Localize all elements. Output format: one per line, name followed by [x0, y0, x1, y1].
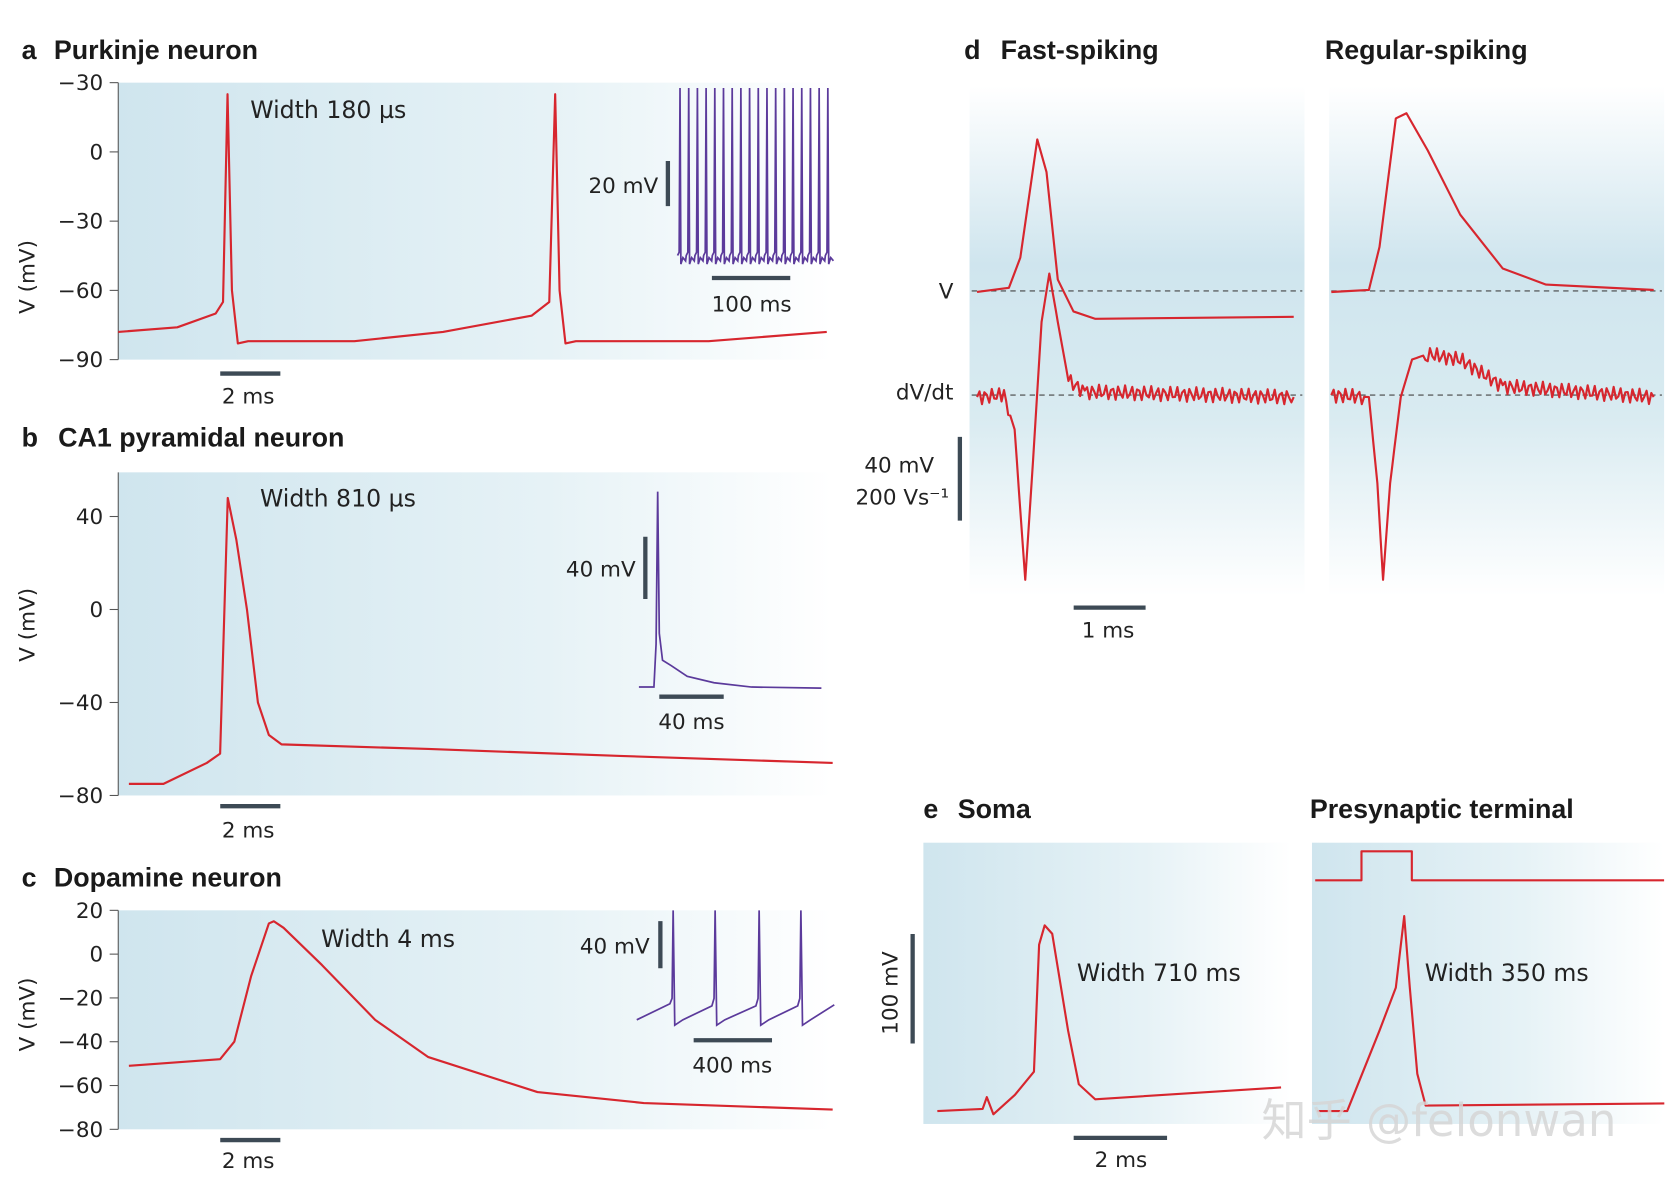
inset-c-scalebar-y-label: 40 mV: [580, 934, 650, 959]
panel-letter-a: a: [22, 35, 38, 65]
scalebar-label-b: 2 ms: [222, 818, 275, 843]
inset-a-scalebar-x-label: 100 ms: [712, 292, 792, 317]
y-tick-label: 0: [90, 140, 104, 165]
dvdt-trace-regular: [1330, 347, 1655, 581]
y-tick-label: −90: [58, 348, 103, 373]
plot-area-c: [118, 910, 833, 1130]
row-label-dvdt: dV/dt: [896, 380, 954, 405]
panel-c-title: Dopamine neuron: [54, 863, 282, 893]
panel-b-title: CA1 pyramidal neuron: [58, 423, 344, 453]
annotation-width-soma: Width 710 ms: [1077, 959, 1241, 987]
y-label-b: V (mV): [16, 588, 41, 662]
y-tick-label: −80: [58, 1118, 103, 1143]
panel-letter-d: d: [964, 35, 980, 65]
inset-c-scalebar-x-label: 400 ms: [692, 1053, 772, 1078]
row-label-v: V: [939, 279, 954, 304]
panel-d-title-regular: Regular-spiking: [1325, 35, 1528, 65]
panel-c: c Dopamine neuron V (mV) 20 0 −20 −40 −60 −80…: [16, 863, 835, 1174]
panel-e-title-soma: Soma: [958, 794, 1032, 824]
plot-area-regular: [1329, 85, 1665, 596]
soma-trace: [937, 924, 1282, 1116]
y-tick-label: −40: [58, 1030, 103, 1055]
panel-d-title-fast: Fast-spiking: [1001, 35, 1159, 65]
panel-a-title: Purkinje neuron: [54, 35, 258, 65]
panel-d: d Fast-spiking Regular-spiking V dV/dt 4…: [856, 35, 1665, 644]
panel-e-title-presynaptic: Presynaptic terminal: [1310, 794, 1574, 824]
y-tick-label: −30: [58, 71, 103, 96]
y-tick-label: −30: [58, 210, 103, 235]
inset-b-scalebar-y-label: 40 mV: [566, 557, 636, 582]
scalebar-y-label-vs: 200 Vs⁻¹: [856, 486, 950, 511]
y-tick-label: −20: [58, 986, 103, 1011]
voltage-trace-c: [128, 920, 833, 1111]
dvdt-trace-fast: [976, 272, 1295, 581]
plot-area-soma: [923, 842, 1292, 1124]
plot-area-a: [118, 82, 833, 360]
panel-b: b CA1 pyramidal neuron V (mV) 400−40−80 …: [16, 423, 833, 843]
y-label-a: V (mV): [16, 240, 41, 314]
y-tick-label: −40: [58, 691, 103, 716]
scalebar-x-label-d: 1 ms: [1082, 619, 1135, 644]
v-trace-regular: [1331, 112, 1654, 294]
scalebar-y-label-e: 100 mV: [879, 951, 904, 1035]
scalebar-label-c: 2 ms: [222, 1149, 275, 1174]
panel-letter-c: c: [22, 863, 37, 893]
panel-a: a Purkinje neuron V (mV) −30 0 −30 −60 −90 W…: [16, 35, 835, 410]
watermark: 知乎 @felonwan: [1262, 1094, 1617, 1147]
y-tick-label: 0: [90, 598, 104, 623]
scalebar-y-label-mv: 40 mV: [864, 453, 934, 478]
y-tick-label: 40: [76, 505, 103, 530]
scalebar-x-label-e: 2 ms: [1095, 1148, 1148, 1173]
plot-area-presynaptic: [1311, 842, 1665, 1124]
v-trace-fast: [976, 138, 1294, 320]
y-label-c: V (mV): [16, 978, 41, 1052]
y-tick-label: 0: [90, 943, 104, 968]
voltage-trace-b: [128, 496, 833, 785]
voltage-trace-a: [118, 93, 827, 345]
y-tick-label: −60: [58, 1074, 103, 1099]
inset-a-spike-train: [676, 88, 835, 265]
y-tick-label: −60: [58, 279, 103, 304]
plot-area-fast: [969, 85, 1305, 596]
annotation-width-b: Width 810 µs: [260, 485, 416, 513]
inset-b-scalebar-x-label: 40 ms: [658, 710, 724, 735]
inset-b-trace: [638, 491, 822, 689]
presynaptic-trace: [1317, 915, 1665, 1113]
y-tick-label: 20: [76, 899, 103, 924]
panel-letter-e: e: [923, 794, 938, 824]
annotation-width-presynaptic: Width 350 ms: [1425, 959, 1589, 987]
plot-area-b: [118, 472, 833, 796]
annotation-width-a: Width 180 µs: [250, 96, 406, 124]
panel-letter-b: b: [22, 423, 38, 453]
y-tick-label: −80: [58, 784, 103, 809]
annotation-width-c: Width 4 ms: [321, 925, 455, 953]
panel-e: e Soma Presynaptic terminal 100 mV 2 ms …: [879, 794, 1665, 1173]
inset-a-scalebar-y-label: 20 mV: [588, 174, 658, 199]
stimulus-step-trace: [1315, 850, 1665, 882]
inset-c-spike-train: [636, 910, 835, 1027]
scalebar-label-a: 2 ms: [222, 385, 275, 410]
